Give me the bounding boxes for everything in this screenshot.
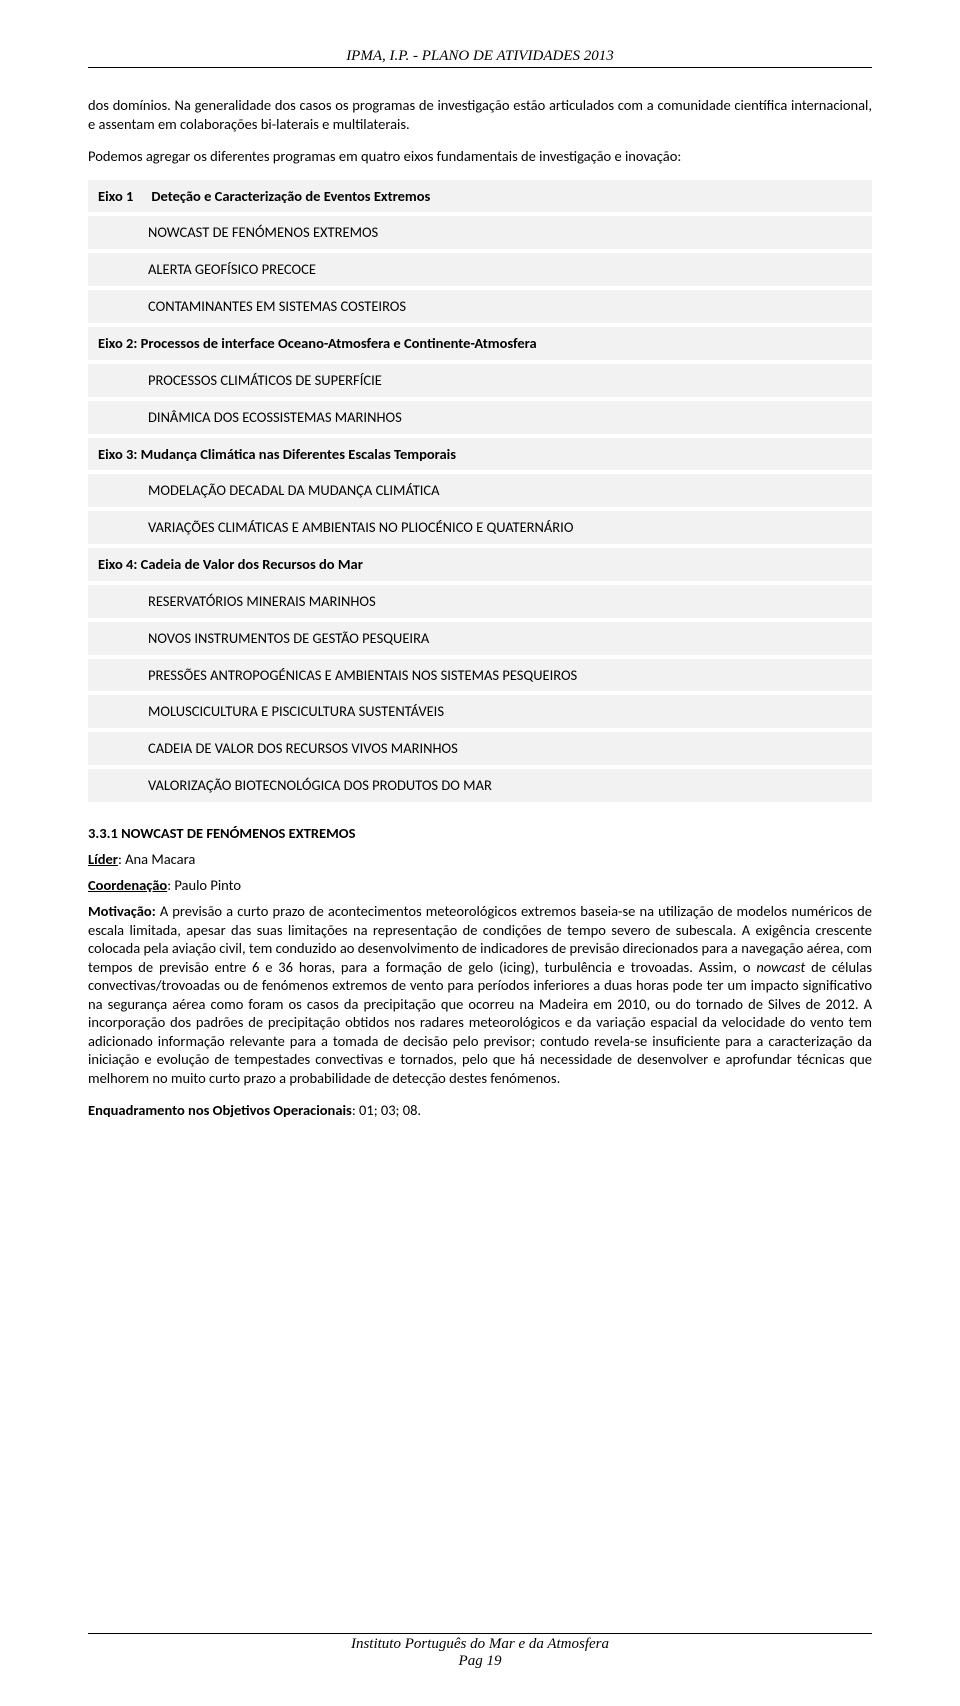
paragraph-intro-2: Podemos agregar os diferentes programas … xyxy=(88,147,872,166)
eixo4-item: PRESSÕES ANTROPOGÉNICAS E AMBIENTAIS NOS… xyxy=(88,659,872,696)
eixo4-item: NOVOS INSTRUMENTOS DE GESTÃO PESQUEIRA xyxy=(88,622,872,659)
motiv-body-2: de células convectivas/trovoadas ou de f… xyxy=(88,958,872,1087)
enquadramento-line: Enquadramento nos Objetivos Operacionais… xyxy=(88,1101,872,1119)
eixo3-item: MODELAÇÃO DECADAL DA MUDANÇA CLIMÁTICA xyxy=(88,474,872,511)
footer-rule xyxy=(88,1633,872,1634)
motiv-body-1: A previsão a curto prazo de aconteciment… xyxy=(88,902,872,976)
page-header: IPMA, I.P. - PLANO DE ATIVIDADES 2013 xyxy=(88,48,872,68)
footer-page-number: Pag 19 xyxy=(0,1653,960,1670)
eixo3-item: VARIAÇÕES CLIMÁTICAS E AMBIENTAIS NO PLI… xyxy=(88,511,872,548)
paragraph-intro-1: dos domínios. Na generalidade dos casos … xyxy=(88,96,872,133)
eixo4-header-row: Eixo 4: Cadeia de Valor dos Recursos do … xyxy=(88,548,872,585)
lider-line: Líder: Ana Macara xyxy=(88,850,872,868)
axes-table: Eixo 1 Deteção e Caracterização de Event… xyxy=(88,180,872,806)
enq-label: Enquadramento nos Objetivos Operacionais xyxy=(88,1101,352,1119)
eixo1-header-row: Eixo 1 Deteção e Caracterização de Event… xyxy=(88,180,872,217)
eixo2-item: PROCESSOS CLIMÁTICOS DE SUPERFÍCIE xyxy=(88,364,872,401)
motiv-label: Motivação: xyxy=(88,902,156,920)
eixo1-item: CONTAMINANTES EM SISTEMAS COSTEIROS xyxy=(88,290,872,327)
coord-line: Coordenação: Paulo Pinto xyxy=(88,876,872,894)
motiv-italic: nowcast xyxy=(756,958,805,976)
section-331-heading: 3.3.1 NOWCAST DE FENÓMENOS EXTREMOS xyxy=(88,824,872,842)
document-page: IPMA, I.P. - PLANO DE ATIVIDADES 2013 do… xyxy=(0,0,960,1706)
eixo1-label: Eixo 1 xyxy=(98,187,133,206)
coord-value: : Paulo Pinto xyxy=(167,876,241,894)
coord-label: Coordenação xyxy=(88,876,167,894)
header-title: IPMA, I.P. - PLANO DE ATIVIDADES 2013 xyxy=(346,48,614,64)
eixo1-title: Deteção e Caracterização de Eventos Extr… xyxy=(151,187,862,206)
eixo4-item: MOLUSCICULTURA E PISCICULTURA SUSTENTÁVE… xyxy=(88,695,872,732)
eixo4-item: VALORIZAÇÃO BIOTECNOLÓGICA DOS PRODUTOS … xyxy=(88,769,872,806)
eixo1-item: NOWCAST DE FENÓMENOS EXTREMOS xyxy=(88,216,872,253)
header-rule xyxy=(88,67,872,68)
eixo2-item: DINÂMICA DOS ECOSSISTEMAS MARINHOS xyxy=(88,401,872,438)
eixo3-header-row: Eixo 3: Mudança Climática nas Diferentes… xyxy=(88,438,872,475)
eixo2-header-row: Eixo 2: Processos de interface Oceano-At… xyxy=(88,327,872,364)
lider-value: : Ana Macara xyxy=(118,850,195,868)
eixo4-item: RESERVATÓRIOS MINERAIS MARINHOS xyxy=(88,585,872,622)
lider-label: Líder xyxy=(88,850,118,868)
footer-org: Instituto Português do Mar e da Atmosfer… xyxy=(0,1636,960,1653)
eixo1-item: ALERTA GEOFÍSICO PRECOCE xyxy=(88,253,872,290)
motivacao-paragraph: Motivação: A previsão a curto prazo de a… xyxy=(88,902,872,1087)
page-footer: Instituto Português do Mar e da Atmosfer… xyxy=(0,1633,960,1670)
eixo4-item: CADEIA DE VALOR DOS RECURSOS VIVOS MARIN… xyxy=(88,732,872,769)
enq-value: : 01; 03; 08. xyxy=(352,1101,421,1119)
